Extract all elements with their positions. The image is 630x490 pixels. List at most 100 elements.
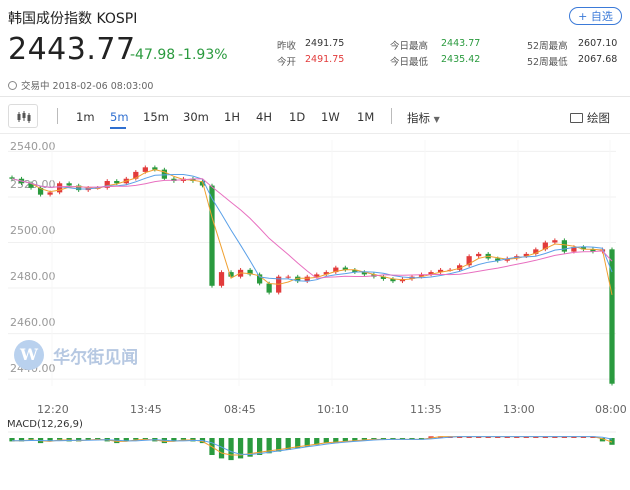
timeframe-4h[interactable]: 4H — [256, 110, 272, 124]
candle — [47, 192, 53, 195]
macd-bar — [437, 436, 444, 438]
macd-bar — [142, 438, 148, 440]
macd-bar — [247, 438, 253, 457]
divider — [0, 133, 630, 134]
trade-status: 交易中 2018-02-06 08:03:00 — [8, 78, 153, 92]
candle — [257, 274, 263, 284]
candlestick-icon — [17, 111, 31, 123]
candle — [561, 240, 567, 252]
watermark-logo-icon: W — [14, 340, 44, 370]
price-change: -47.98 — [130, 47, 176, 63]
candle — [247, 269, 253, 275]
candle — [314, 274, 320, 277]
stat-value-day-high: 2443.77 — [441, 38, 481, 49]
candle — [66, 183, 72, 186]
candle — [161, 169, 167, 179]
candle — [390, 278, 396, 282]
timeframe-1mo[interactable]: 1M — [357, 110, 375, 124]
macd-bar — [504, 436, 510, 438]
candle — [380, 276, 387, 279]
timeframe-1h[interactable]: 1H — [224, 110, 240, 124]
stat-label-52w-low: 52周最低 — [527, 57, 568, 68]
candle — [342, 267, 348, 270]
stat-label-open: 今开 — [277, 57, 297, 68]
candle — [266, 283, 272, 293]
macd-bar — [237, 438, 244, 459]
macd-bar — [361, 438, 367, 440]
draw-tool-button[interactable]: 绘图 — [570, 110, 610, 126]
macd-bar — [457, 436, 463, 438]
candle — [609, 249, 615, 384]
macd-bar — [95, 438, 101, 440]
candle — [228, 272, 234, 277]
timeframe-1d[interactable]: 1D — [289, 110, 306, 124]
moving-average-line — [11, 169, 613, 296]
candle — [542, 242, 548, 250]
candle — [361, 272, 367, 275]
active-tab-indicator — [110, 127, 126, 129]
x-tick-label: 11:35 — [410, 403, 442, 416]
macd-bar — [580, 436, 587, 438]
macd-bar — [428, 436, 434, 438]
macd-bar — [352, 438, 358, 442]
macd-bar — [609, 438, 615, 445]
indicator-dropdown[interactable]: 指标 ▼ — [407, 110, 440, 126]
x-tick-label: 08:00 — [595, 403, 627, 416]
macd-bar — [180, 438, 187, 440]
candle — [437, 269, 444, 273]
macd-bar — [304, 438, 310, 447]
x-tick-label: 12:20 — [37, 403, 69, 416]
chart-type-button[interactable] — [8, 104, 38, 128]
candle — [476, 253, 482, 257]
y-tick-label: 2500.00 — [10, 224, 56, 237]
stat-label-day-low: 今日最低 — [390, 57, 429, 68]
candle — [295, 276, 301, 282]
macd-bar — [561, 436, 567, 438]
macd-bar — [76, 438, 82, 442]
watermark: W 华尔街见闻 — [14, 340, 138, 370]
stat-label-52w-high: 52周最高 — [527, 41, 568, 52]
macd-bar — [523, 436, 529, 438]
stat-value-52w-high: 2607.10 — [578, 38, 618, 49]
timeframe-1w[interactable]: 1W — [321, 110, 340, 124]
draw-icon — [570, 113, 583, 123]
candle — [142, 167, 148, 172]
timeframe-1m[interactable]: 1m — [76, 110, 95, 124]
macd-bar — [390, 438, 396, 440]
candle — [152, 167, 158, 170]
macd-bar — [9, 438, 15, 442]
macd-bar — [276, 438, 282, 452]
stat-value-day-low: 2435.42 — [441, 54, 481, 65]
candle — [28, 183, 34, 188]
draw-label: 绘图 — [587, 111, 610, 125]
price-change-percent: -1.93% — [178, 47, 228, 63]
candle — [552, 240, 558, 243]
macd-bar — [380, 438, 387, 440]
x-tick-label: 13:00 — [503, 403, 535, 416]
candle — [418, 274, 425, 277]
timeframe-30m[interactable]: 30m — [183, 110, 209, 124]
macd-bar — [495, 436, 501, 438]
candle — [457, 265, 463, 270]
x-tick-label: 10:10 — [317, 403, 349, 416]
y-tick-label: 2480.00 — [10, 270, 56, 283]
macd-bar — [476, 436, 482, 438]
stat-value-52w-low: 2067.68 — [578, 54, 618, 65]
macd-bar — [418, 438, 425, 440]
candle — [352, 269, 358, 273]
macd-bar — [285, 438, 291, 450]
macd-bar — [57, 438, 63, 440]
add-favorite-button[interactable]: + 自选 — [569, 7, 622, 25]
timeframe-5m[interactable]: 5m — [110, 110, 129, 124]
candle — [37, 187, 44, 195]
macd-bar — [571, 436, 577, 438]
macd-bar — [314, 438, 320, 445]
macd-bar — [552, 436, 558, 438]
timeframe-15m[interactable]: 15m — [143, 110, 169, 124]
candle — [523, 253, 529, 257]
macd-bar — [533, 436, 539, 438]
trade-status-text: 交易中 2018-02-06 08:03:00 — [21, 81, 154, 92]
x-tick-label: 08:45 — [224, 403, 256, 416]
macd-bar — [123, 438, 129, 442]
